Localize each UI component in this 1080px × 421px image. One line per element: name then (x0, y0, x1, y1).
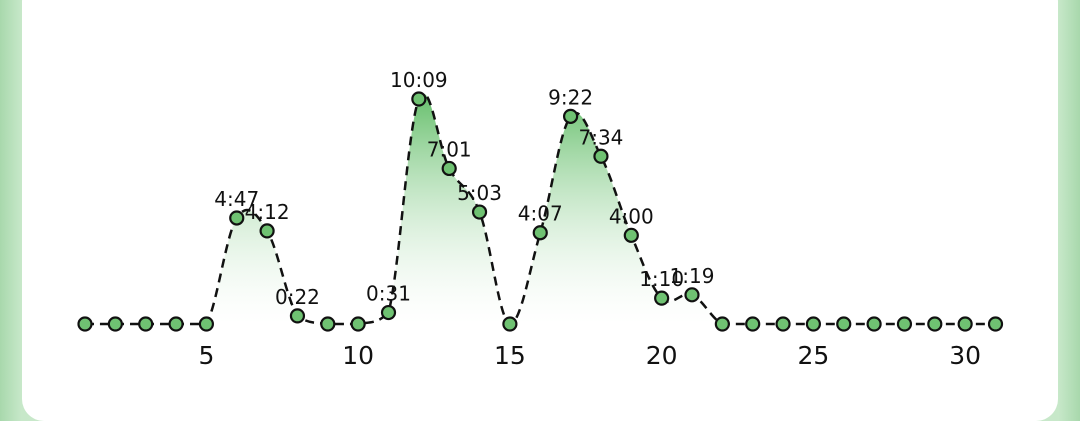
data-point[interactable] (866, 316, 882, 332)
data-point[interactable] (532, 225, 548, 241)
data-point[interactable] (411, 91, 427, 107)
data-label: 1:19 (670, 264, 715, 288)
data-label: 0:31 (366, 282, 411, 306)
x-tick-label: 5 (198, 341, 214, 370)
data-point[interactable] (289, 308, 306, 324)
data-point[interactable] (593, 148, 609, 164)
data-label: 1:10 (639, 267, 684, 291)
data-label: 10:09 (390, 68, 448, 92)
data-label: 7:34 (578, 125, 623, 149)
data-point[interactable] (927, 316, 943, 332)
data-point[interactable] (380, 304, 397, 321)
data-point[interactable] (471, 204, 488, 220)
data-point[interactable] (350, 316, 366, 332)
data-point[interactable] (198, 316, 214, 332)
x-tick-label: 30 (949, 341, 981, 370)
data-point[interactable] (138, 316, 154, 332)
data-point[interactable] (836, 316, 852, 332)
x-tick-label: 15 (494, 341, 526, 370)
data-point[interactable] (502, 316, 518, 332)
data-label: 9:22 (548, 85, 593, 109)
data-point[interactable] (77, 316, 93, 332)
data-point[interactable] (562, 108, 579, 124)
data-point[interactable] (623, 227, 639, 243)
data-label: 4:07 (518, 202, 563, 226)
data-label: 4:00 (609, 204, 654, 228)
data-label: 0:22 (275, 285, 320, 309)
data-point[interactable] (684, 287, 700, 303)
area-fill (85, 93, 996, 324)
data-point[interactable] (805, 316, 822, 332)
data-point[interactable] (259, 223, 275, 239)
data-point[interactable] (168, 316, 184, 332)
data-point[interactable] (896, 316, 913, 332)
data-label: 4:12 (245, 200, 290, 224)
data-point[interactable] (441, 160, 457, 177)
data-label: 4:47 (214, 187, 259, 211)
data-label: 7:01 (427, 137, 472, 161)
chart-card (22, 0, 1058, 421)
series-line (85, 92, 996, 326)
data-point[interactable] (775, 316, 791, 332)
data-point[interactable] (229, 210, 245, 226)
data-point[interactable] (957, 316, 973, 332)
data-point[interactable] (107, 316, 123, 332)
x-tick-label: 25 (797, 341, 829, 370)
data-point[interactable] (987, 316, 1004, 332)
data-point[interactable] (745, 316, 761, 332)
x-tick-label: 20 (646, 341, 678, 370)
data-label: 5:03 (457, 181, 502, 205)
data-point[interactable] (320, 316, 336, 332)
data-point[interactable] (714, 316, 730, 332)
x-tick-label: 10 (342, 341, 374, 370)
data-point[interactable] (654, 290, 670, 306)
